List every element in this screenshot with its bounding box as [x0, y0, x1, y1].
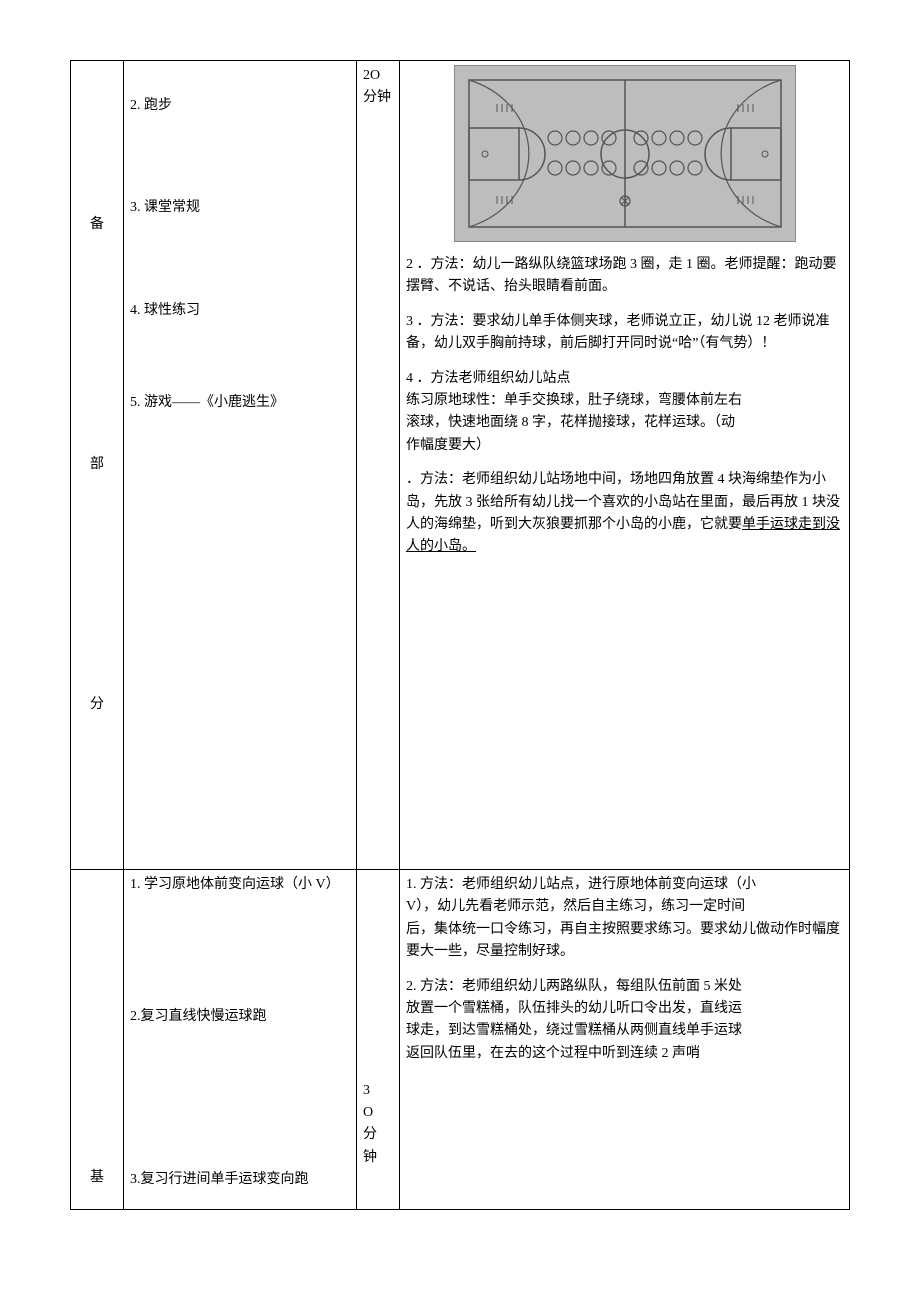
method-line: 返回队伍里，在去的这个过程中听到连续 2 声哨	[406, 1043, 843, 1065]
stage-cell-basic: 基	[71, 870, 124, 1210]
method-line: 1. 方法：老师组织幼儿站点，进行原地体前变向运球（小	[406, 874, 843, 896]
method-line: 2. 方法：老师组织幼儿两路纵队，每组队伍前面 5 米处	[406, 976, 843, 998]
court-svg	[455, 66, 795, 241]
court-diagram	[454, 65, 796, 242]
table-row: 备 部 分 2. 跑步 3. 课堂常规 4. 球性练习 5. 游戏——《小鹿逃生…	[71, 61, 850, 870]
method-para: 2 ．方法：幼儿一路纵队绕篮球场跑 3 圈，走 1 圈。老师提醒：跑动要摆臂、不…	[406, 254, 843, 299]
method-para: 4 ．方法老师组织幼儿站点 练习原地球性：单手交换球，肚子绕球，弯腰体前左右 滚…	[406, 368, 843, 458]
activity-cell: 1. 学习原地体前变向运球（小 V） 2.复习直线快慢运球跑 3.复习行进间单手…	[124, 870, 357, 1210]
stage-char: 部	[90, 454, 104, 476]
time-unit: 分钟	[363, 87, 393, 109]
document-page: 备 部 分 2. 跑步 3. 课堂常规 4. 球性练习 5. 游戏——《小鹿逃生…	[0, 0, 920, 1250]
method-line: 作幅度要大）	[406, 435, 843, 457]
time-line: 钟	[363, 1147, 393, 1169]
time-cell: 3 O 分 钟	[357, 870, 400, 1210]
method-cell: 2 ．方法：幼儿一路纵队绕篮球场跑 3 圈，走 1 圈。老师提醒：跑动要摆臂、不…	[400, 61, 850, 870]
method-line: 练习原地球性：单手交换球，肚子绕球，弯腰体前左右	[406, 390, 843, 412]
lesson-plan-table: 备 部 分 2. 跑步 3. 课堂常规 4. 球性练习 5. 游戏——《小鹿逃生…	[70, 60, 850, 1210]
stage-cell-prep: 备 部 分	[71, 61, 124, 870]
activity-item: 3.复习行进间单手运球变向跑	[130, 1169, 350, 1191]
activity-item: 3. 课堂常规	[130, 197, 350, 219]
time-line: 3	[363, 1080, 393, 1102]
method-line: 4 ．方法老师组织幼儿站点	[406, 368, 843, 390]
method-line: V），幼儿先看老师示范，然后自主练习，练习一定时间	[406, 896, 843, 918]
activity-item: 5. 游戏——《小鹿逃生》	[130, 392, 350, 414]
activity-item: 1. 学习原地体前变向运球（小 V）	[130, 874, 350, 896]
stage-char: 备	[90, 214, 104, 236]
method-line: 球走，到达雪糕桶处，绕过雪糕桶从两侧直线单手运球	[406, 1020, 843, 1042]
method-cell: 1. 方法：老师组织幼儿站点，进行原地体前变向运球（小 V），幼儿先看老师示范，…	[400, 870, 850, 1210]
stage-char: 分	[90, 694, 104, 716]
stage-char: 基	[90, 1170, 104, 1185]
method-para: 2. 方法：老师组织幼儿两路纵队，每组队伍前面 5 米处 放置一个雪糕桶，队伍排…	[406, 976, 843, 1066]
method-para: ．方法：老师组织幼儿站场地中间，场地四角放置 4 块海绵垫作为小岛，先放 3 张…	[406, 469, 843, 559]
method-para: 3 ．方法：要求幼儿单手体侧夹球，老师说立正，幼儿说 12 老师说准备，幼儿双手…	[406, 311, 843, 356]
time-cell: 2O 分钟	[357, 61, 400, 870]
activity-item: 4. 球性练习	[130, 300, 350, 322]
activity-item: 2. 跑步	[130, 95, 350, 117]
method-para: 1. 方法：老师组织幼儿站点，进行原地体前变向运球（小 V），幼儿先看老师示范，…	[406, 874, 843, 964]
time-line: 分	[363, 1124, 393, 1146]
time-line: O	[363, 1102, 393, 1124]
time-value: 2O	[363, 65, 393, 87]
activity-item: 2.复习直线快慢运球跑	[130, 1006, 350, 1028]
method-line: 后，集体统一口令练习，再自主按照要求练习。要求幼儿做动作时幅度要大一些，尽量控制…	[406, 919, 843, 964]
method-line: 滚球，快速地面绕 8 字，花样抛接球，花样运球。（动	[406, 412, 843, 434]
table-row: 基 1. 学习原地体前变向运球（小 V） 2.复习直线快慢运球跑 3.复习行进间…	[71, 870, 850, 1210]
activity-cell: 2. 跑步 3. 课堂常规 4. 球性练习 5. 游戏——《小鹿逃生》	[124, 61, 357, 870]
method-line: 放置一个雪糕桶，队伍排头的幼儿听口令出发，直线运	[406, 998, 843, 1020]
